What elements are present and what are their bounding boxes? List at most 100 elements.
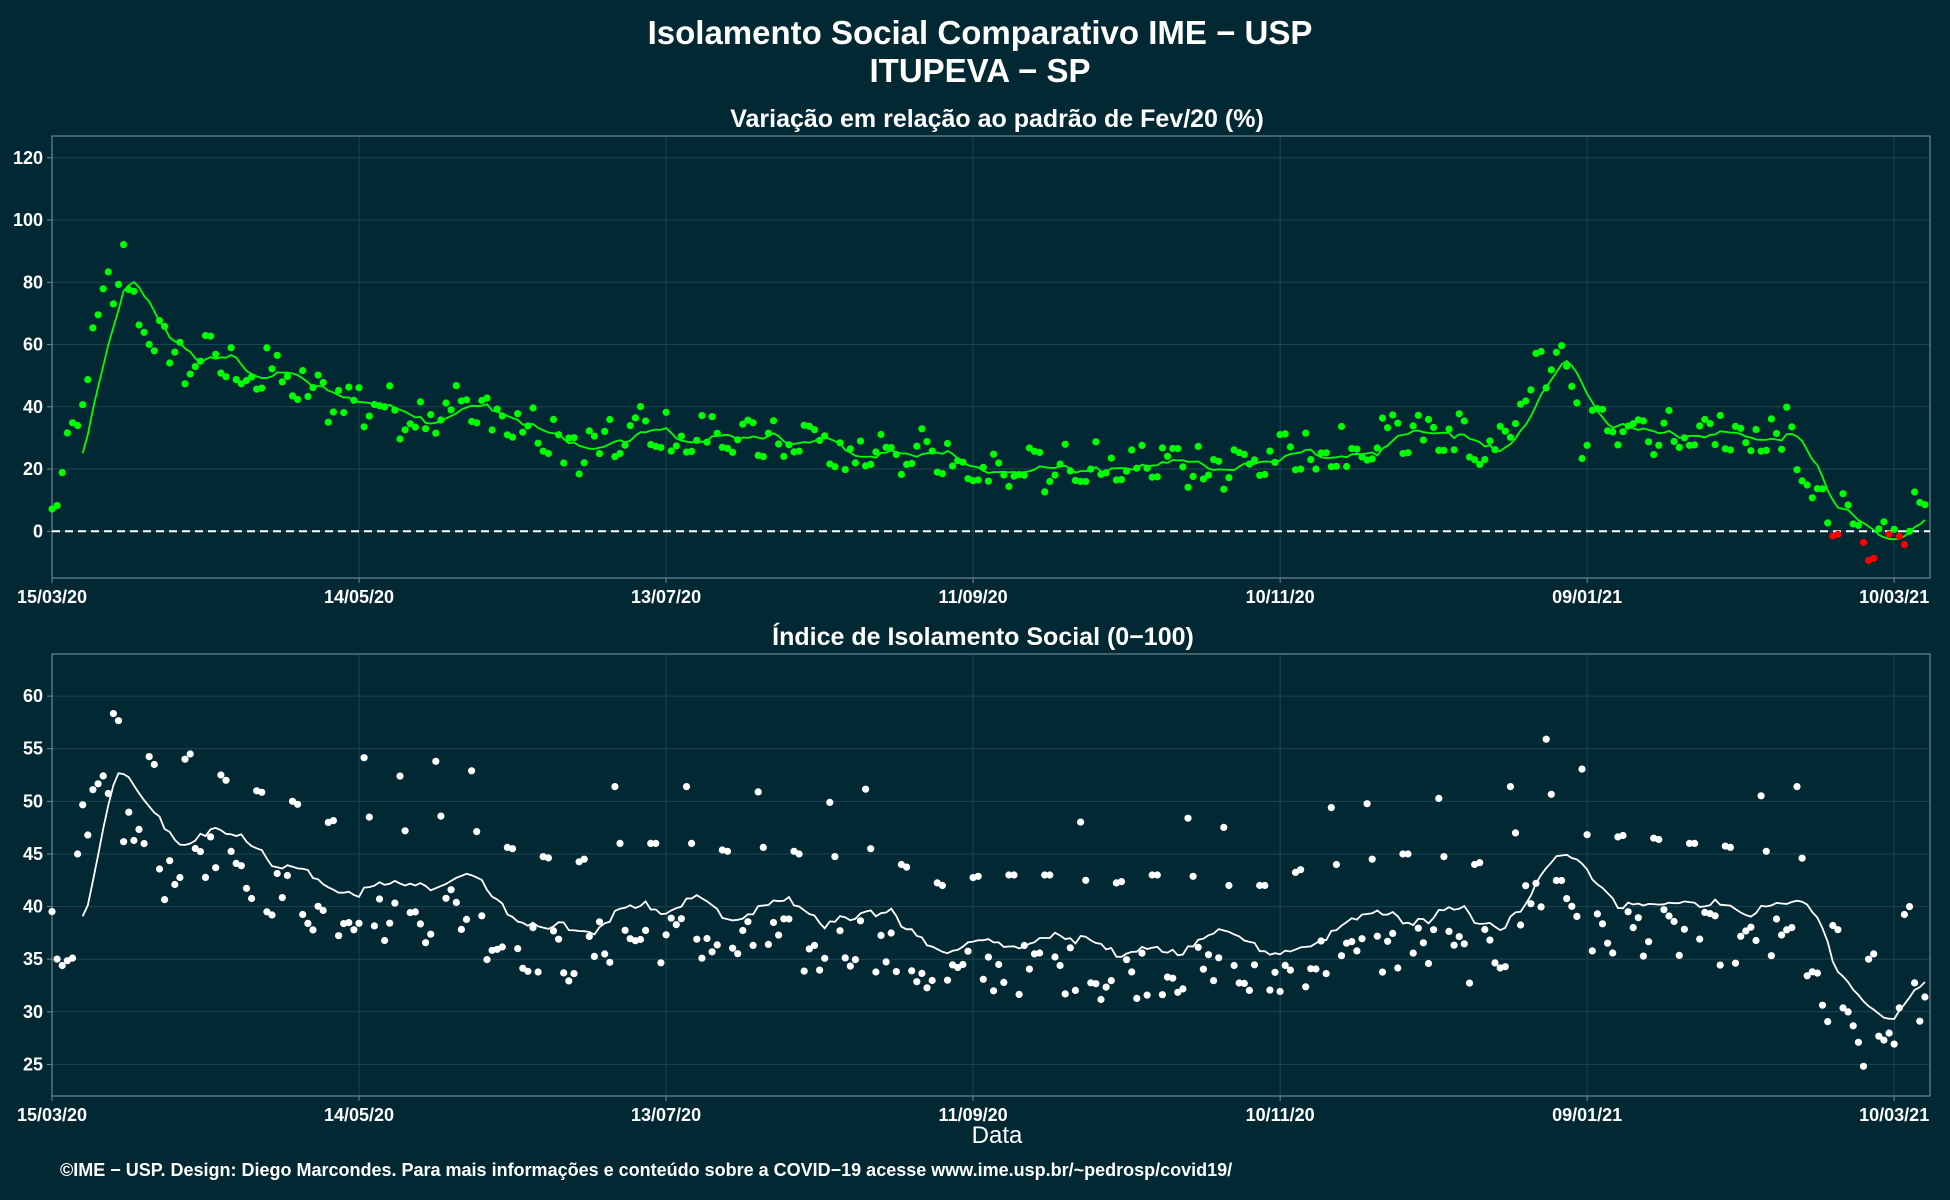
data-point [621,441,629,449]
data-point [1000,471,1008,479]
data-point [1737,932,1745,940]
data-point [1808,494,1816,502]
data-point [1097,995,1105,1004]
data-point [442,894,450,902]
data-point [483,956,491,964]
data-point [749,941,757,950]
data-point [386,382,394,390]
data-point [53,502,61,510]
data-point [1297,866,1305,874]
data-point [1542,735,1550,743]
data-point [1747,923,1755,931]
data-point [1020,471,1028,479]
data-point [708,413,716,421]
data-point [89,324,97,332]
data-point [923,438,931,446]
data-point [805,945,813,953]
data-point [1460,417,1468,425]
data-point [1394,964,1402,972]
data-point [759,843,767,852]
data-point [744,918,752,926]
data-point [1445,425,1453,433]
data-point [242,376,251,385]
data-point [1747,447,1755,455]
data-point [150,760,158,769]
data-point [1445,927,1453,936]
data-point [120,241,128,249]
y-tick-label: 25 [23,1054,43,1074]
data-point [1092,980,1100,988]
data-point [780,452,788,460]
data-point [816,436,824,444]
data-point [1639,952,1647,960]
data-point [381,403,389,411]
data-point [1389,929,1397,938]
data-point [1153,473,1161,481]
data-point [145,340,153,349]
data-point [237,380,245,388]
data-point [754,788,762,796]
data-point [1281,430,1289,438]
data-point [478,912,486,920]
data-point [48,908,56,916]
data-point [1655,835,1663,844]
data-point [1082,477,1090,486]
data-point [304,392,312,401]
data-point [1645,938,1653,946]
data-point [345,919,353,927]
data-point [1614,441,1622,449]
data-point [1921,501,1929,509]
data-point [657,959,665,967]
data-point [1696,422,1704,430]
data-point [48,505,56,513]
data-point [1071,986,1079,995]
data-point [565,434,573,442]
data-point [1450,941,1458,949]
data-point [949,462,957,470]
data-point [1337,952,1346,960]
data-point [897,470,906,478]
data-point [1813,485,1821,493]
data-point [631,414,640,422]
data-point [580,855,588,863]
data-point [1491,959,1499,967]
data-point [882,443,890,451]
data-point [1245,986,1253,995]
data-point [549,927,558,935]
data-point [590,432,599,440]
data-point [1752,936,1760,945]
data-point [1225,881,1233,890]
data-point [58,961,66,970]
data-point [1905,903,1914,911]
data-point [1204,471,1213,479]
data-point [1307,965,1315,973]
data-point [396,772,404,780]
data-point [611,783,619,791]
y-tick-label: 40 [23,397,43,417]
data-point [283,871,291,880]
data-point [1143,991,1151,999]
data-point [1128,968,1136,976]
data-point [595,450,604,458]
panel-title-index: Índice de Isolamento Social (0−100) [772,622,1194,651]
data-point [1025,444,1033,452]
data-point [391,899,399,907]
data-point [1092,438,1100,446]
data-point [1056,961,1064,970]
data-point [800,967,808,975]
data-point [1025,965,1033,973]
data-point [1476,859,1484,867]
data-point [636,403,645,411]
data-point [370,922,378,930]
data-point [447,886,455,894]
data-point [1680,434,1688,442]
data-point [150,347,158,355]
data-point [544,854,553,862]
data-point [682,783,691,791]
data-point [1839,1004,1847,1012]
data-point [1573,912,1581,921]
data-point [1082,876,1090,884]
data-point [1245,460,1253,468]
data-point [171,880,179,889]
data-point [1368,455,1376,463]
